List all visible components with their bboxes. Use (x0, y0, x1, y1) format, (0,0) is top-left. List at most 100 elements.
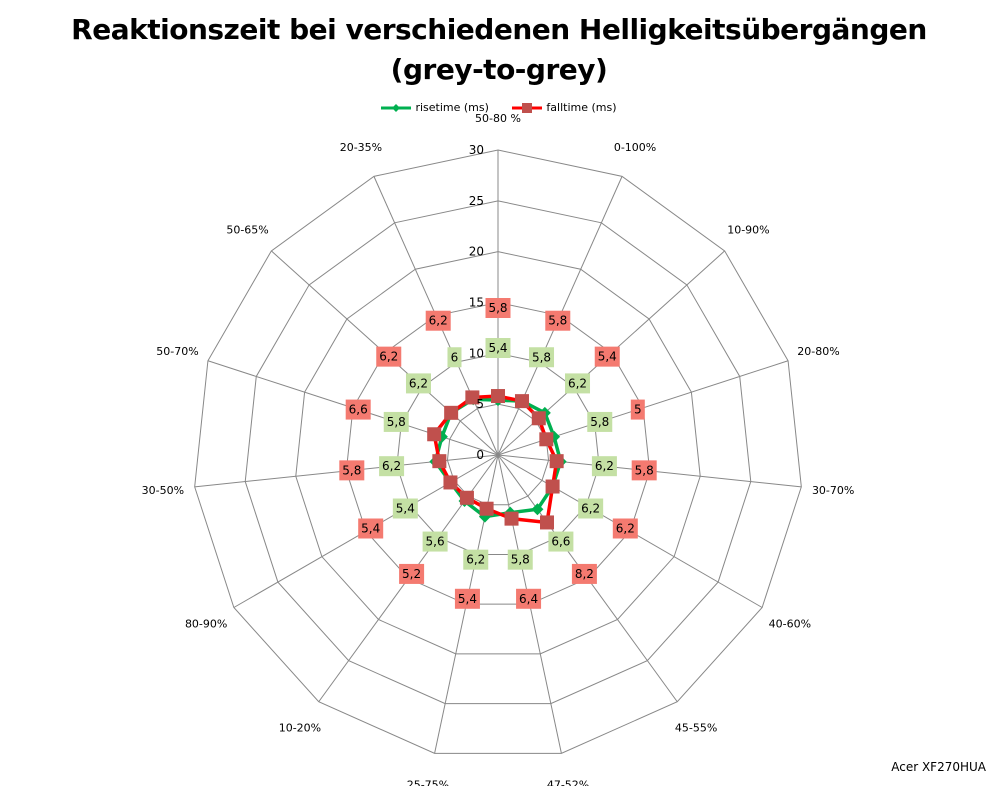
tick-label: 0 (476, 448, 484, 462)
data-label: 5,4 (598, 350, 617, 364)
falltime-marker (549, 454, 564, 469)
legend-item-falltime: falltime (ms) (512, 101, 617, 114)
data-label-bg (612, 518, 638, 539)
data-label-bg (630, 399, 645, 420)
data-label: 8,2 (575, 567, 594, 581)
credit-label: Acer XF270HUA (891, 760, 986, 774)
data-label: 5,8 (548, 314, 567, 328)
data-label: 6,2 (466, 553, 485, 567)
data-label: 5 (634, 403, 642, 417)
data-label-bg (571, 563, 597, 584)
falltime-marker (540, 515, 555, 530)
data-label-bg (379, 456, 405, 477)
data-label: 5,8 (635, 463, 654, 477)
title-line-2: (grey-to-grey) (390, 53, 608, 86)
data-label-bg (485, 298, 511, 318)
category-label: 50-70% (156, 345, 198, 358)
chart-title: Reaktionszeit bei verschiedenen Helligke… (0, 10, 998, 90)
falltime-marker (514, 394, 529, 409)
data-label-bg (345, 399, 371, 420)
data-label: 5,4 (458, 592, 477, 606)
data-label: 5,8 (511, 553, 530, 567)
category-label: 30-50% (142, 484, 184, 497)
falltime-marker (545, 479, 560, 494)
data-label: 6,2 (581, 502, 600, 516)
data-label: 6,6 (349, 403, 368, 417)
legend: risetime (ms) falltime (ms) (0, 101, 998, 116)
falltime-marker (459, 490, 474, 505)
category-label: 30-70% (812, 484, 854, 497)
grid-ring (345, 301, 651, 605)
category-label: 0-100% (614, 141, 656, 154)
data-label-bg (516, 588, 542, 609)
risetime-marker (531, 503, 544, 516)
falltime-marker (427, 427, 442, 442)
data-label-bg (422, 531, 448, 552)
data-label: 5,4 (361, 522, 380, 536)
falltime-marker (539, 432, 554, 447)
data-label: 6 (451, 350, 459, 364)
grid-ring (244, 200, 752, 705)
category-label: 50-65% (226, 224, 268, 237)
risetime-marker (478, 510, 491, 523)
data-label-bg (591, 456, 617, 477)
falltime-marker (479, 501, 494, 516)
falltime-marker (444, 405, 459, 420)
title-line-1: Reaktionszeit bei verschiedenen Helligke… (71, 13, 927, 46)
data-label: 5,4 (488, 341, 507, 355)
data-label: 6,2 (379, 350, 398, 364)
data-label: 6,2 (568, 376, 587, 390)
grid-ring (295, 251, 701, 655)
falltime-marker (504, 511, 519, 526)
legend-risetime-marker-icon (381, 103, 412, 112)
falltime-marker (443, 475, 458, 490)
tick-label: 5 (476, 397, 484, 411)
data-label-bg (545, 310, 571, 331)
data-label: 5,8 (488, 301, 507, 315)
data-label: 5,8 (342, 463, 361, 477)
data-label-bg (454, 588, 480, 609)
category-label: 25-75% (407, 779, 449, 786)
data-label: 5,2 (402, 567, 421, 581)
data-label: 5,8 (590, 415, 609, 429)
tick-label: 15 (469, 296, 484, 310)
data-label-bg (587, 411, 613, 432)
data-label-bg (529, 347, 555, 368)
data-label-bg (405, 373, 431, 394)
data-label: 6,6 (551, 535, 570, 549)
falltime-marker (531, 411, 546, 426)
data-label-bg (485, 338, 511, 358)
category-label: 40-60% (769, 618, 811, 631)
data-label: 5,8 (532, 350, 551, 364)
series-line-falltime (432, 394, 559, 525)
tick-label: 10 (469, 346, 484, 360)
tick-label: 25 (469, 194, 484, 208)
data-label-bg (425, 310, 451, 331)
data-label: 6,4 (519, 592, 538, 606)
legend-item-risetime: risetime (ms) (381, 101, 489, 114)
legend-falltime-marker-icon (512, 102, 543, 113)
falltime-marker (491, 389, 505, 404)
data-label-bg (548, 531, 574, 552)
data-label-bg (463, 549, 489, 570)
data-label-bg (507, 549, 533, 570)
data-label-bg (594, 346, 620, 367)
data-label: 6,2 (429, 314, 448, 328)
data-label-bg (578, 498, 604, 519)
category-label: 47-52% (547, 779, 589, 786)
grid-ring (396, 352, 600, 555)
data-label-bg (447, 347, 462, 368)
category-label: 80-90% (185, 618, 227, 631)
data-label: 5,8 (387, 415, 406, 429)
data-label-bg (376, 346, 402, 367)
category-label: 50-80 % (475, 112, 521, 125)
data-label-bg (358, 518, 384, 539)
legend-label-risetime: risetime (ms) (415, 101, 489, 114)
data-label-bg (399, 563, 425, 584)
data-label: 6,2 (616, 522, 635, 536)
data-label-bg (565, 373, 591, 394)
category-label: 20-35% (340, 141, 382, 154)
tick-label: 30 (469, 143, 484, 157)
